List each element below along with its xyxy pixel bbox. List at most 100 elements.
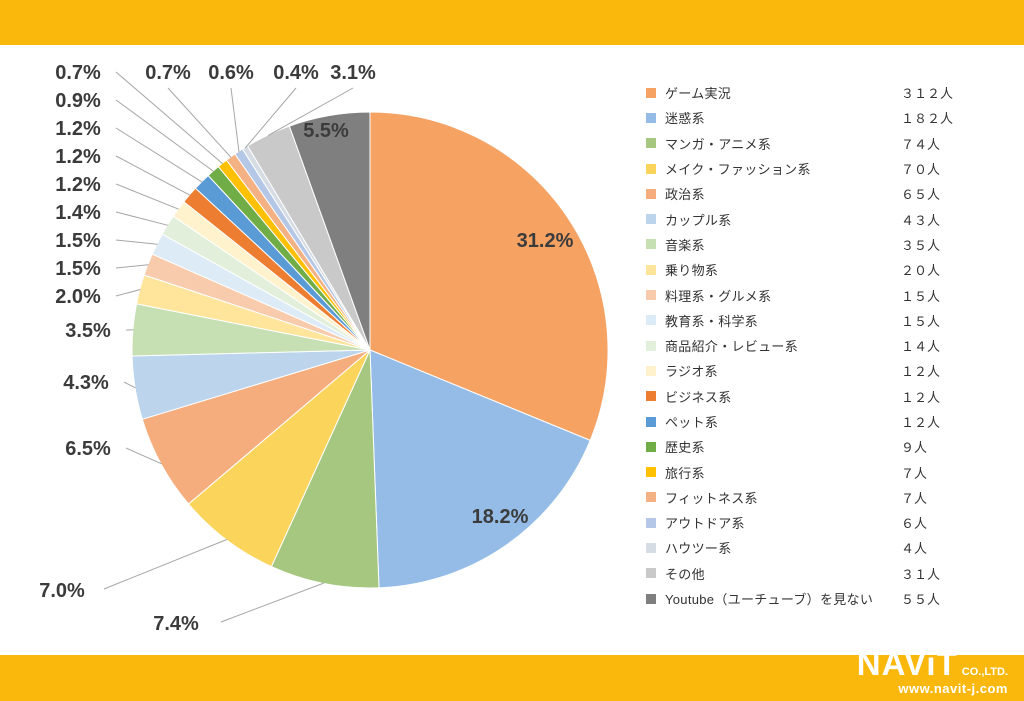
legend-label: カップル系 xyxy=(665,212,732,228)
legend-swatch xyxy=(646,467,656,478)
legend-swatch xyxy=(646,188,656,199)
pie-label-4: 6.5% xyxy=(65,438,111,460)
pie-label-13: 1.2% xyxy=(55,118,101,140)
leader-line-5 xyxy=(123,381,136,389)
legend-item: メイク・ファッション系 ７０人 xyxy=(646,156,1018,181)
legend-item: 乗り物系 ２０人 xyxy=(646,257,1018,282)
navit-logo: NAViT CO.,LTD. www.navit-j.com xyxy=(856,634,1008,696)
legend-count: ３１２人 xyxy=(901,86,954,102)
navit-logo-row: NAViT CO.,LTD. xyxy=(856,634,1008,682)
legend-swatch xyxy=(646,340,656,351)
legend-count: ３１人 xyxy=(901,566,941,582)
legend-label: 旅行系 xyxy=(665,465,705,481)
legend-swatch xyxy=(646,290,656,301)
legend-count: １４人 xyxy=(901,339,941,355)
legend-item: 商品紹介・レビュー系 １４人 xyxy=(646,333,1018,358)
legend-count: １８２人 xyxy=(901,111,954,127)
pie-label-11: 1.2% xyxy=(55,174,101,196)
legend-count: ５５人 xyxy=(901,592,941,608)
legend-label: 音楽系 xyxy=(665,237,705,253)
leader-line-11 xyxy=(115,183,179,210)
legend-count: １２人 xyxy=(901,364,941,380)
pie-label-1: 18.2% xyxy=(472,506,529,528)
legend-count: １２人 xyxy=(901,415,941,430)
legend-label: 料理系・グルメ系 xyxy=(665,288,772,304)
legend-count: ３５人 xyxy=(901,237,941,253)
legend-label: ペット系 xyxy=(665,415,719,430)
legend-count: ６人 xyxy=(901,516,928,532)
legend-swatch xyxy=(646,416,656,427)
legend-label: アウトドア系 xyxy=(665,516,745,532)
bottom-banner xyxy=(0,655,1024,701)
leader-line-2 xyxy=(220,582,325,623)
leader-line-19 xyxy=(267,87,354,136)
pie-label-10: 1.4% xyxy=(55,202,101,224)
legend-label: ハウツー系 xyxy=(665,541,732,557)
leader-line-16 xyxy=(167,87,232,158)
pie-label-16: 0.7% xyxy=(145,62,191,84)
legend-item: ビジネス系 １２人 xyxy=(646,384,1018,409)
legend-count: ９人 xyxy=(901,440,928,456)
website-url: www.navit-j.com xyxy=(898,681,1008,696)
legend-swatch xyxy=(646,163,656,174)
pie-label-12: 1.2% xyxy=(55,146,101,168)
pie-label-17: 0.6% xyxy=(208,62,254,84)
legend-count: ７人 xyxy=(901,490,928,506)
legend-label: 教育系・科学系 xyxy=(665,313,759,329)
pie-label-8: 1.5% xyxy=(55,258,101,280)
legend-item: マンガ・アニメ系 ７４人 xyxy=(646,131,1018,156)
pie-label-18: 0.4% xyxy=(273,62,319,84)
leader-line-17 xyxy=(230,87,240,152)
legend-label: ゲーム実況 xyxy=(665,86,732,102)
pie-label-3: 7.0% xyxy=(39,580,85,602)
legend-item: ゲーム実況 ３１２人 xyxy=(646,80,1018,105)
leader-line-8 xyxy=(115,264,149,269)
legend-count: ６５人 xyxy=(901,187,941,203)
leader-line-10 xyxy=(115,211,169,226)
legend-item: 料理系・グルメ系 １５人 xyxy=(646,282,1018,307)
legend-label: Youtube（ユーチューブ）を見ない xyxy=(665,592,874,608)
navit-logo-text: NAViT xyxy=(856,645,958,682)
pie-slice-1 xyxy=(369,349,591,589)
legend-item: 政治系 ６５人 xyxy=(646,181,1018,206)
legend-item: その他 ３１人 xyxy=(646,561,1018,586)
legend-label: マンガ・アニメ系 xyxy=(665,136,772,152)
legend-count: ２０人 xyxy=(901,263,941,279)
legend-swatch xyxy=(646,542,656,553)
legend-swatch xyxy=(646,264,656,275)
legend-swatch xyxy=(646,138,656,149)
pie-label-14: 0.9% xyxy=(55,90,101,112)
legend-item: 旅行系 ７人 xyxy=(646,459,1018,484)
pie-slice-0 xyxy=(369,111,609,442)
legend-item: Youtube（ユーチューブ）を見ない ５５人 xyxy=(646,586,1018,611)
legend-label: 迷惑系 xyxy=(665,111,705,127)
pie-label-9: 1.5% xyxy=(55,230,101,252)
pie-label-2: 7.4% xyxy=(153,613,199,635)
rabbit-ears-icon xyxy=(933,634,950,649)
legend-swatch xyxy=(646,87,656,98)
leader-line-3 xyxy=(103,539,227,590)
legend-item: ラジオ系 １２人 xyxy=(646,358,1018,383)
legend-count: １５人 xyxy=(901,288,941,304)
legend-count: ４人 xyxy=(901,541,928,557)
leader-line-12 xyxy=(115,155,191,196)
pie-label-15: 0.7% xyxy=(55,62,101,84)
legend-item: フィットネス系 ７人 xyxy=(646,485,1018,510)
legend-item: ペット系 １２人 xyxy=(646,409,1018,434)
leader-line-13 xyxy=(115,127,203,183)
chart-legend: ゲーム実況 ３１２人迷惑系 １８２人マンガ・アニメ系 ７４人 メイク・ファッション系 ７０… xyxy=(646,80,1018,611)
legend-swatch xyxy=(646,214,656,225)
leader-line-15 xyxy=(115,71,224,165)
legend-item: 迷惑系 １８２人 xyxy=(646,105,1018,130)
legend-count: １２人 xyxy=(901,389,941,405)
legend-item: 歴史系 ９人 xyxy=(646,434,1018,459)
legend-swatch xyxy=(646,391,656,402)
leader-line-9 xyxy=(115,239,158,245)
leader-line-7 xyxy=(115,289,141,297)
legend-swatch xyxy=(646,441,656,452)
navit-co-ltd-text: CO.,LTD. xyxy=(961,666,1008,678)
legend-item: ハウツー系 ４人 xyxy=(646,535,1018,560)
pie-slice-20 xyxy=(288,111,371,351)
